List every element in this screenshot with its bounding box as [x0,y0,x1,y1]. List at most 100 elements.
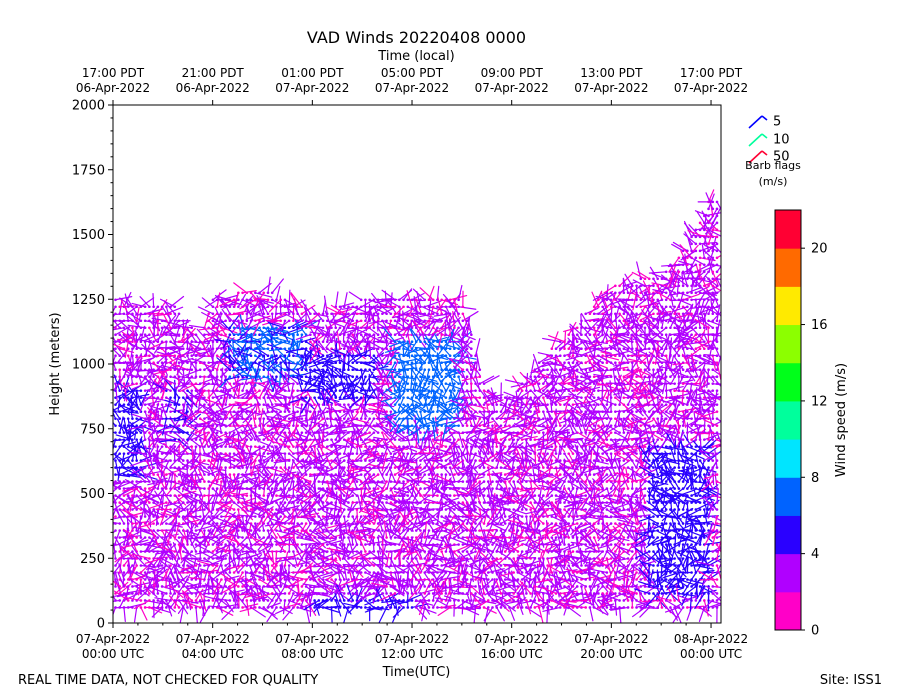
barb-dot [215,354,219,358]
barb-dot [215,487,219,490]
barb-dot [194,333,198,337]
barb-dot [347,501,350,504]
barb-dot [126,508,130,511]
barb-dot [338,368,342,371]
barb-dot [237,347,240,351]
barb-dot [135,508,138,511]
barb-dot [177,578,181,581]
wind-barb [137,515,142,535]
barb-dot [220,389,223,392]
barb-dot [114,305,117,309]
barb-dot [198,494,202,497]
barb-dot [131,564,134,567]
wind-barb [168,595,180,609]
barb-dot [203,487,206,490]
barb-dot [148,578,151,581]
barb-dot [122,494,126,497]
barb-dot [165,473,168,476]
barb-dot [309,522,312,525]
barb-dot [330,529,333,532]
wind-barb [140,495,158,504]
barb-dot [266,361,270,365]
barb-dot [321,319,325,323]
barb-dot [237,557,240,560]
barb-dot [139,403,143,406]
barb-dot [139,592,143,595]
barb-dot [224,361,227,365]
barb-dot [275,501,278,504]
barb-dot [287,459,291,462]
barb-dot [262,473,266,476]
barb-dot [215,340,219,344]
barb-dot [186,389,189,392]
barb-dot [253,417,257,420]
barb-dot [313,557,316,560]
barb-dot [342,305,346,309]
barb-dot [220,543,223,546]
wind-barb [182,390,196,405]
barb-dot [292,403,295,406]
barb-dot [126,557,130,560]
barb-dot [237,480,240,483]
barb-dot [131,592,134,595]
barb-dot [148,571,151,574]
barb-dot [228,578,232,581]
barb-dot [139,480,143,483]
barb-dot [186,333,189,337]
barb-dot [325,431,329,434]
wind-barb [113,452,125,462]
barb-dot [139,333,143,337]
barb-dot [156,606,160,609]
barb-dot [325,438,329,441]
wind-barb [233,282,248,294]
wind-barb [174,386,177,406]
barb-dot [126,585,130,588]
barb-dot [237,431,240,434]
barb-dot [177,312,181,316]
barb-dot [304,473,308,476]
barb-dot [169,459,172,462]
barb-dot [186,431,189,434]
barb-dot [181,536,185,539]
barb-dot [304,564,308,567]
barb-dot [253,522,257,525]
barb-dot [215,305,219,309]
barb-dot [253,438,257,441]
barb-dot [143,417,147,420]
barb-dot [126,417,130,420]
barb-dot [173,529,177,532]
barb-dot [169,557,172,560]
barb-dot [211,515,215,518]
barb-dot [241,550,244,553]
barb-dot [258,571,261,574]
barb-dot [241,536,244,539]
barb-dot [270,403,274,406]
wind-barb [133,553,150,560]
barb-dot [330,473,333,476]
barb-dot [207,347,210,351]
barb-dot [321,578,325,581]
barb-dot [181,361,185,365]
barb-dot [211,396,215,399]
barb-dot [156,445,160,448]
barb-dot [122,424,126,427]
wind-barb [162,312,172,329]
barb-dot [190,557,194,560]
wind-barb [241,374,256,378]
barb-dot [156,543,160,546]
wind-barb [331,407,341,420]
barb-dot [275,333,278,337]
barb-dot [118,452,122,455]
barb-dot [114,424,117,427]
barb-dot [160,452,164,455]
wind-barb [168,448,184,462]
wind-barb [122,487,138,492]
wind-barb [143,495,159,504]
barb-dot [309,494,312,497]
barb-dot [287,515,291,518]
barb-dot [126,403,130,406]
barb-dot [194,382,198,385]
wind-barb [113,313,117,318]
barb-dot [114,431,117,434]
barb-dot [118,480,122,483]
